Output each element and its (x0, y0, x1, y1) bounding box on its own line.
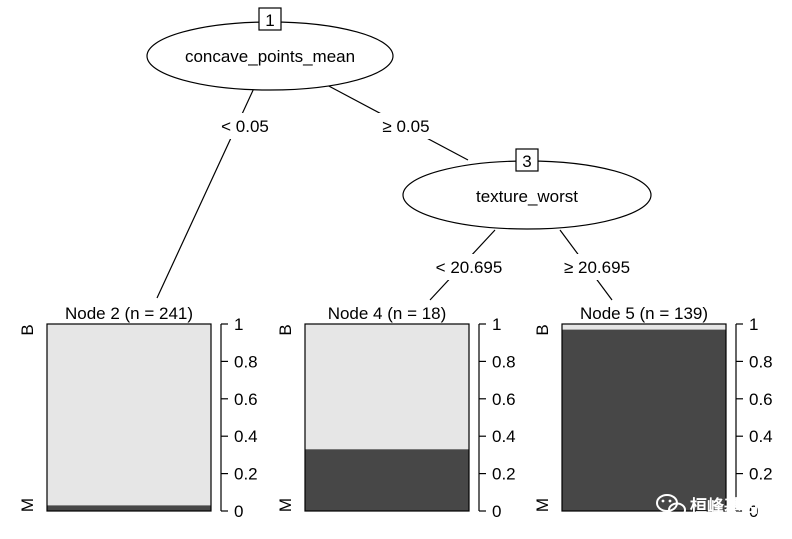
category-label-M-1: M (18, 498, 37, 512)
panel-frame-1 (46, 323, 212, 512)
panel-title-1: Node 2 (n = 241) (65, 304, 193, 323)
tick-label-2-2: 0.4 (492, 427, 516, 446)
panel-title-bg-3 (568, 302, 720, 322)
category-label-B-3: B (533, 324, 552, 335)
tick-label-1-1: 0.2 (234, 465, 258, 484)
panel-title-2: Node 4 (n = 18) (328, 304, 447, 323)
bar-M-3 (562, 329, 726, 511)
node-id-box-3 (515, 148, 539, 172)
tick-label-2-0: 0 (492, 502, 501, 521)
tick-label-2-3: 0.6 (492, 390, 516, 409)
bar-M-2 (305, 449, 469, 511)
tick-label-3-1: 0.2 (749, 465, 773, 484)
tick-label-1-0: 0 (234, 502, 243, 521)
tick-label-3-4: 0.8 (749, 352, 773, 371)
tick-label-2-1: 0.2 (492, 465, 516, 484)
edge-label-3-5: ≥ 20.695 (564, 258, 630, 277)
terminal-panels: Node 2 (n = 241) B M 0 0.2 0.4 0.6 0.8 1 Node 4 (… (18, 302, 773, 521)
panel-title-bg-2 (311, 302, 463, 322)
panel-title-3: Node 5 (n = 139) (580, 304, 708, 323)
category-label-B-2: B (276, 324, 295, 335)
panel-frame-3 (561, 323, 727, 512)
tick-label-3-0: 0 (749, 502, 758, 521)
panel-title-bg-1 (53, 302, 205, 322)
tick-label-1-2: 0.4 (234, 427, 258, 446)
category-label-B-1: B (18, 324, 37, 335)
tick-label-3-3: 0.6 (749, 390, 773, 409)
category-label-M-2: M (276, 498, 295, 512)
node-id-box-1 (258, 7, 282, 31)
tick-label-1-5: 1 (234, 315, 243, 334)
watermark: 桓峰基因 (656, 494, 758, 518)
tick-label-2-5: 1 (492, 315, 501, 334)
bar-B-2 (305, 324, 469, 450)
tick-label-1-3: 0.6 (234, 390, 258, 409)
tick-label-2-4: 0.8 (492, 352, 516, 371)
edge-label-1-2: < 0.05 (221, 117, 269, 136)
tick-label-1-4: 0.8 (234, 352, 258, 371)
node-id-3: 3 (522, 152, 531, 171)
wechat-icon (656, 494, 686, 518)
edge-label-1-3: ≥ 0.05 (382, 117, 429, 136)
split-variable-1: concave_points_mean (185, 47, 355, 66)
edge-label-3-4: < 20.695 (436, 258, 503, 277)
bar-M-1 (47, 505, 211, 511)
tick-label-3-5: 1 (749, 315, 758, 334)
panel-frame-2 (304, 323, 470, 512)
node-id-1: 1 (265, 11, 274, 30)
watermark-text: 桓峰基因 (690, 496, 758, 517)
bar-B-3 (562, 324, 726, 330)
bar-B-1 (47, 324, 211, 506)
tick-label-3-2: 0.4 (749, 427, 773, 446)
split-variable-3: texture_worst (476, 187, 578, 206)
category-label-M-3: M (533, 498, 552, 512)
